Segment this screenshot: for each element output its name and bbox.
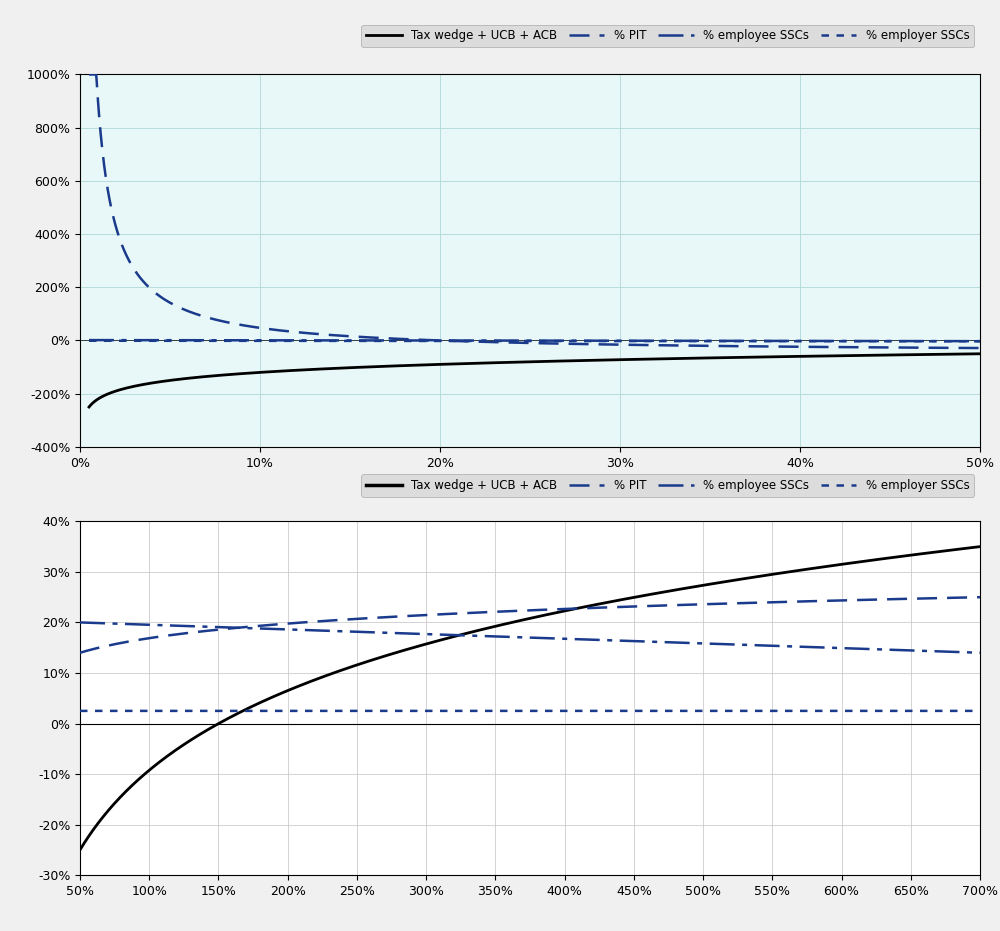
Legend: Tax wedge + UCB + ACB, % PIT, % employee SSCs, % employer SSCs: Tax wedge + UCB + ACB, % PIT, % employee… — [361, 474, 974, 496]
Legend: Tax wedge + UCB + ACB, % PIT, % employee SSCs, % employer SSCs: Tax wedge + UCB + ACB, % PIT, % employee… — [361, 24, 974, 47]
